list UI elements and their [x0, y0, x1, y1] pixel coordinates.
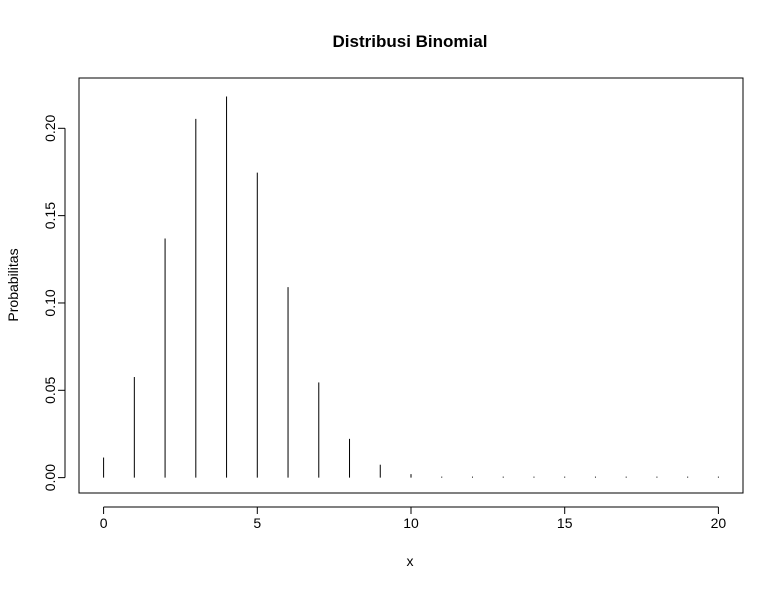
- x-axis: 0 5 10 15 20: [100, 506, 727, 531]
- plot-frame: [78, 77, 744, 494]
- y-axis: 0.00 0.05 0.10 0.15 0.20: [42, 114, 66, 491]
- y-tick-label-0.05: 0.05: [42, 376, 58, 403]
- x-tick-label-20: 20: [711, 515, 727, 531]
- x-tick-label-15: 15: [557, 515, 573, 531]
- chart-title: Distribusi Binomial: [333, 32, 488, 51]
- y-tick-label-0.10: 0.10: [42, 289, 58, 316]
- y-tick-label-0.00: 0.00: [42, 464, 58, 491]
- y-tick-label-0.20: 0.20: [42, 114, 58, 141]
- x-tick-label-0: 0: [100, 515, 108, 531]
- bars-group: [103, 96, 719, 478]
- y-axis-label: Probabilitas: [5, 248, 21, 321]
- x-axis-label: x: [407, 553, 414, 569]
- x-tick-label-5: 5: [253, 515, 261, 531]
- y-tick-label-0.15: 0.15: [42, 202, 58, 229]
- x-tick-label-10: 10: [403, 515, 419, 531]
